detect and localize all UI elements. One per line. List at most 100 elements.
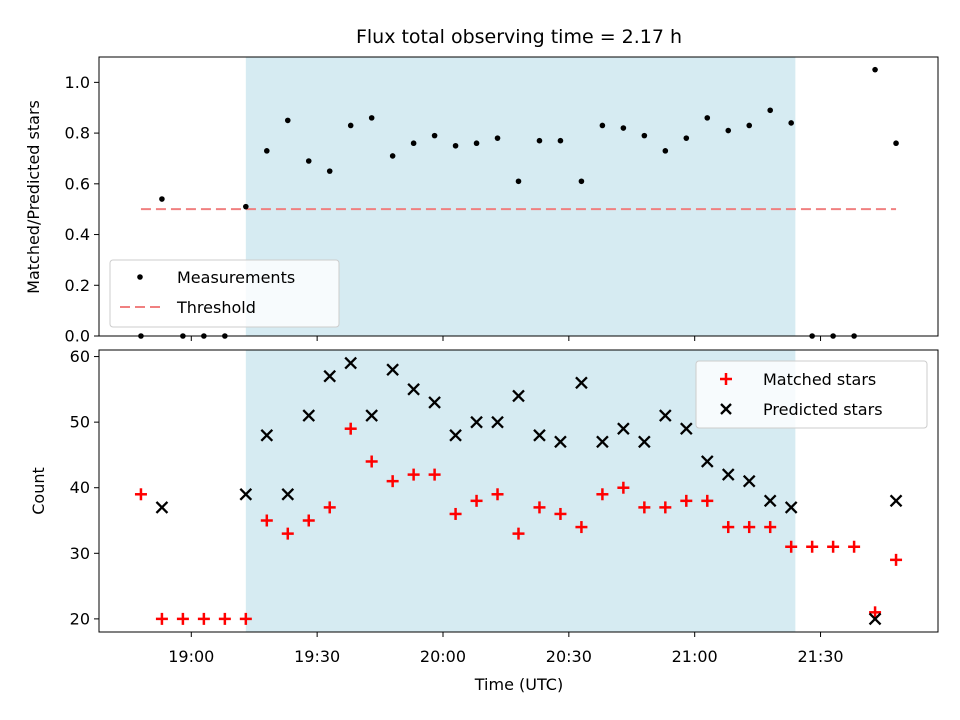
top-y-ticks: 0.0 0.2 0.4 0.6 0.8 1.0 bbox=[65, 73, 99, 346]
predicted-x-b bbox=[868, 612, 882, 626]
measurement-point bbox=[620, 125, 627, 131]
predicted-star-point bbox=[386, 363, 399, 376]
measurement-point bbox=[159, 196, 165, 202]
y-tick-label: 40 bbox=[70, 478, 90, 497]
predicted-x-b bbox=[344, 356, 358, 370]
matched-star-point bbox=[764, 521, 777, 534]
matched-star-point bbox=[386, 475, 399, 488]
matched-star-point bbox=[260, 514, 273, 527]
predicted-x-b bbox=[365, 409, 378, 422]
legend-matched-label: Matched stars bbox=[763, 370, 876, 389]
predicted-x-b bbox=[302, 409, 316, 422]
measurement-point bbox=[893, 140, 899, 147]
matched-star-point bbox=[659, 501, 672, 514]
bottom-legend-box bbox=[695, 360, 928, 429]
bottom-plot-frame bbox=[98, 349, 939, 633]
predicted-star-point bbox=[512, 389, 525, 403]
measurement-point bbox=[410, 140, 417, 147]
measurement-point bbox=[305, 158, 312, 164]
predicted-x-b bbox=[512, 389, 525, 403]
matched-star-point bbox=[155, 612, 168, 625]
predicted-x-b bbox=[533, 428, 546, 442]
predicted-stars-points bbox=[155, 356, 903, 626]
matched-star-point bbox=[218, 612, 231, 625]
top-x-tick-marks bbox=[190, 336, 822, 341]
predicted-star-point bbox=[575, 376, 588, 390]
matched-star-point bbox=[827, 540, 840, 553]
measurement-point bbox=[431, 132, 438, 139]
predicted-x-b bbox=[889, 494, 903, 508]
measurement-point bbox=[725, 127, 732, 134]
y-tick-label: 30 bbox=[70, 544, 90, 563]
predicted-x-b bbox=[260, 428, 274, 442]
y-tick-label: 0.2 bbox=[65, 276, 90, 295]
predicted-x-b bbox=[428, 396, 441, 409]
predicted-x-b bbox=[491, 415, 504, 429]
predicted-x-b bbox=[554, 435, 567, 449]
bottom-x-ticks: 19:00 19:30 20:00 20:30 21:00 21:30 bbox=[168, 632, 844, 666]
matched-star-point bbox=[323, 501, 336, 514]
y-tick-label: 20 bbox=[70, 609, 90, 628]
predicted-star-point bbox=[679, 422, 693, 436]
predicted-x-b bbox=[449, 428, 462, 442]
y-tick-label: 0.4 bbox=[65, 225, 90, 244]
measurement-point bbox=[704, 115, 711, 121]
matched-star-point bbox=[638, 501, 651, 514]
legend-threshold-label: Threshold bbox=[176, 298, 256, 317]
measurement-point bbox=[452, 142, 459, 149]
matched-star-point bbox=[491, 488, 504, 501]
top-panel: 0.0 0.2 0.4 0.6 0.8 1.0 Matched/Predicted sta… bbox=[24, 56, 939, 346]
measurement-point bbox=[284, 117, 291, 124]
matched-star-point bbox=[428, 468, 441, 481]
measurement-point bbox=[767, 107, 773, 114]
top-legend-box bbox=[109, 259, 340, 328]
predicted-star-point bbox=[323, 369, 337, 383]
predicted-star-point bbox=[889, 494, 903, 508]
top-plot-frame bbox=[98, 56, 939, 337]
predicted-star-point bbox=[449, 428, 462, 442]
x-axis-label: Time (UTC) bbox=[474, 675, 563, 694]
predicted-star-point bbox=[533, 428, 546, 442]
measurement-point bbox=[264, 148, 270, 154]
measurement-point bbox=[536, 137, 543, 144]
measurement-point bbox=[662, 148, 669, 154]
legend-predicted-label: Predicted stars bbox=[763, 400, 883, 419]
top-y-axis-label: Matched/Predicted stars bbox=[24, 100, 43, 294]
predicted-star-point bbox=[155, 501, 169, 514]
predicted-x-b bbox=[155, 501, 169, 514]
top-legend: Measurements Threshold bbox=[109, 259, 340, 328]
measurement-point bbox=[494, 135, 501, 141]
y-tick-label: 50 bbox=[70, 413, 90, 432]
measurement-point bbox=[641, 132, 648, 139]
predicted-star-point bbox=[763, 494, 777, 508]
matched-star-point bbox=[596, 488, 609, 501]
predicted-x-b bbox=[575, 376, 588, 390]
predicted-star-point bbox=[700, 455, 714, 468]
bottom-legend: Matched stars Predicted stars bbox=[695, 360, 928, 429]
matched-star-point bbox=[512, 527, 525, 540]
x-tick-label: 21:00 bbox=[672, 647, 718, 666]
matched-star-point bbox=[281, 527, 294, 540]
predicted-star-point bbox=[365, 409, 378, 422]
y-tick-label: 1.0 bbox=[65, 73, 90, 92]
measurement-point bbox=[557, 137, 564, 144]
predicted-star-point bbox=[784, 501, 798, 514]
measurement-point bbox=[872, 66, 878, 73]
legend-matched-marker bbox=[720, 373, 732, 385]
predicted-star-point bbox=[407, 383, 420, 396]
matched-star-point bbox=[680, 494, 693, 507]
y-tick-label: 0.6 bbox=[65, 174, 90, 193]
predicted-star-point bbox=[617, 422, 630, 436]
matched-star-point bbox=[890, 553, 903, 566]
measurement-point bbox=[243, 203, 249, 210]
legend-measurements-label: Measurements bbox=[177, 268, 295, 287]
x-tick-label: 19:00 bbox=[168, 647, 214, 666]
matched-star-point bbox=[554, 507, 567, 520]
matched-stars-points bbox=[134, 422, 903, 625]
matched-star-point bbox=[869, 606, 882, 619]
y-tick-label: 0.8 bbox=[65, 124, 90, 143]
matched-star-point bbox=[722, 521, 735, 534]
predicted-star-point bbox=[470, 415, 483, 429]
measurement-point bbox=[683, 135, 690, 141]
matched-star-point bbox=[344, 422, 357, 435]
